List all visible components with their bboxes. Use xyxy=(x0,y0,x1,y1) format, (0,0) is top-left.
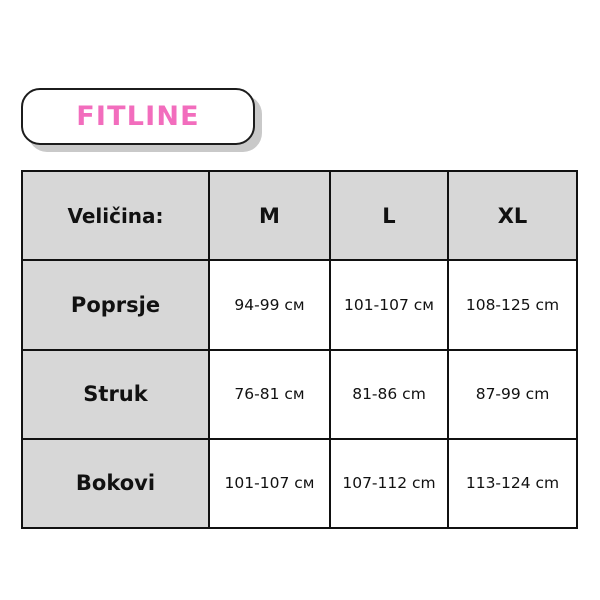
cell-struk-l: 81-86 cm xyxy=(329,348,449,440)
size-table: Veličina: M L XL Poprsje 94-99 см 101-10… xyxy=(21,169,578,530)
row-label-poprsje: Poprsje xyxy=(21,259,210,351)
header-cell-size-label: Veličina: xyxy=(21,169,210,262)
table-row: Poprsje 94-99 см 101-107 см 108-125 cm xyxy=(21,259,578,351)
table-row: Bokovi 101-107 см 107-112 cm 113-124 cm xyxy=(21,437,578,530)
header-cell-xl: XL xyxy=(447,169,578,262)
row-label-struk: Struk xyxy=(21,348,210,440)
brand-name: FITLINE xyxy=(76,101,200,132)
header-cell-l: L xyxy=(329,169,449,262)
row-label-bokovi: Bokovi xyxy=(21,437,210,530)
size-chart: Veličina: M L XL Poprsje 94-99 см 101-10… xyxy=(21,169,578,530)
table-header-row: Veličina: M L XL xyxy=(21,169,578,262)
cell-bokovi-xl: 113-124 cm xyxy=(447,437,578,530)
cell-bokovi-l: 107-112 cm xyxy=(329,437,449,530)
cell-struk-xl: 87-99 cm xyxy=(447,348,578,440)
cell-poprsje-xl: 108-125 cm xyxy=(447,259,578,351)
header-cell-m: M xyxy=(208,169,331,262)
cell-poprsje-m: 94-99 см xyxy=(208,259,331,351)
cell-bokovi-m: 101-107 см xyxy=(208,437,331,530)
brand-badge: FITLINE xyxy=(21,88,255,145)
cell-poprsje-l: 101-107 см xyxy=(329,259,449,351)
cell-struk-m: 76-81 см xyxy=(208,348,331,440)
table-row: Struk 76-81 см 81-86 cm 87-99 cm xyxy=(21,348,578,440)
